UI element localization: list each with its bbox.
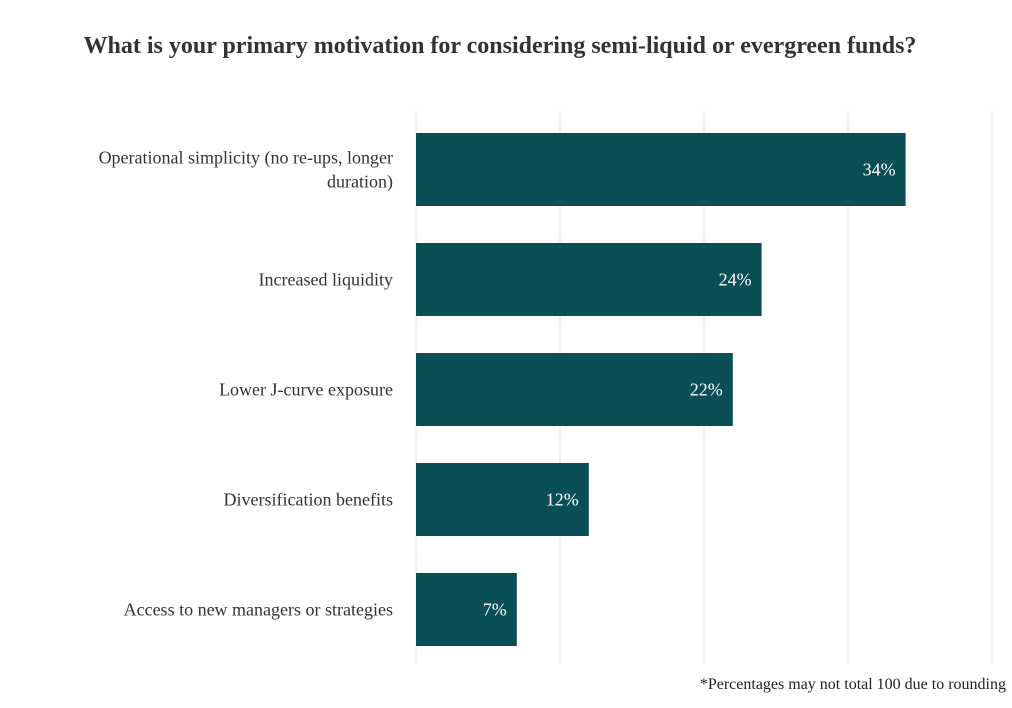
bar-3 bbox=[416, 353, 733, 426]
category-label-3: Lower J-curve exposure bbox=[219, 380, 393, 400]
data-label-3: 22% bbox=[690, 380, 723, 400]
category-label-2: Increased liquidity bbox=[259, 270, 393, 290]
category-label-line: Diversification benefits bbox=[224, 490, 393, 510]
category-label-line: Increased liquidity bbox=[259, 270, 393, 290]
category-label-line: duration) bbox=[327, 172, 393, 193]
bar-2 bbox=[416, 243, 762, 316]
bar-5 bbox=[416, 573, 517, 646]
bar-1 bbox=[416, 133, 906, 206]
data-label-1: 34% bbox=[863, 160, 896, 180]
category-label-line: Access to new managers or strategies bbox=[124, 600, 393, 620]
category-label-line: Operational simplicity (no re-ups, longe… bbox=[99, 148, 393, 169]
data-label-5: 7% bbox=[483, 600, 507, 620]
category-label-line: Lower J-curve exposure bbox=[219, 380, 393, 400]
category-label-1: Operational simplicity (no re-ups, longe… bbox=[99, 148, 393, 193]
data-label-4: 12% bbox=[546, 490, 579, 510]
category-label-4: Diversification benefits bbox=[224, 490, 393, 510]
data-label-2: 24% bbox=[719, 270, 752, 290]
bar-4 bbox=[416, 463, 589, 536]
footnote: *Percentages may not total 100 due to ro… bbox=[699, 676, 1006, 693]
category-label-5: Access to new managers or strategies bbox=[124, 600, 393, 620]
chart-title: What is your primary motivation for cons… bbox=[83, 33, 917, 59]
